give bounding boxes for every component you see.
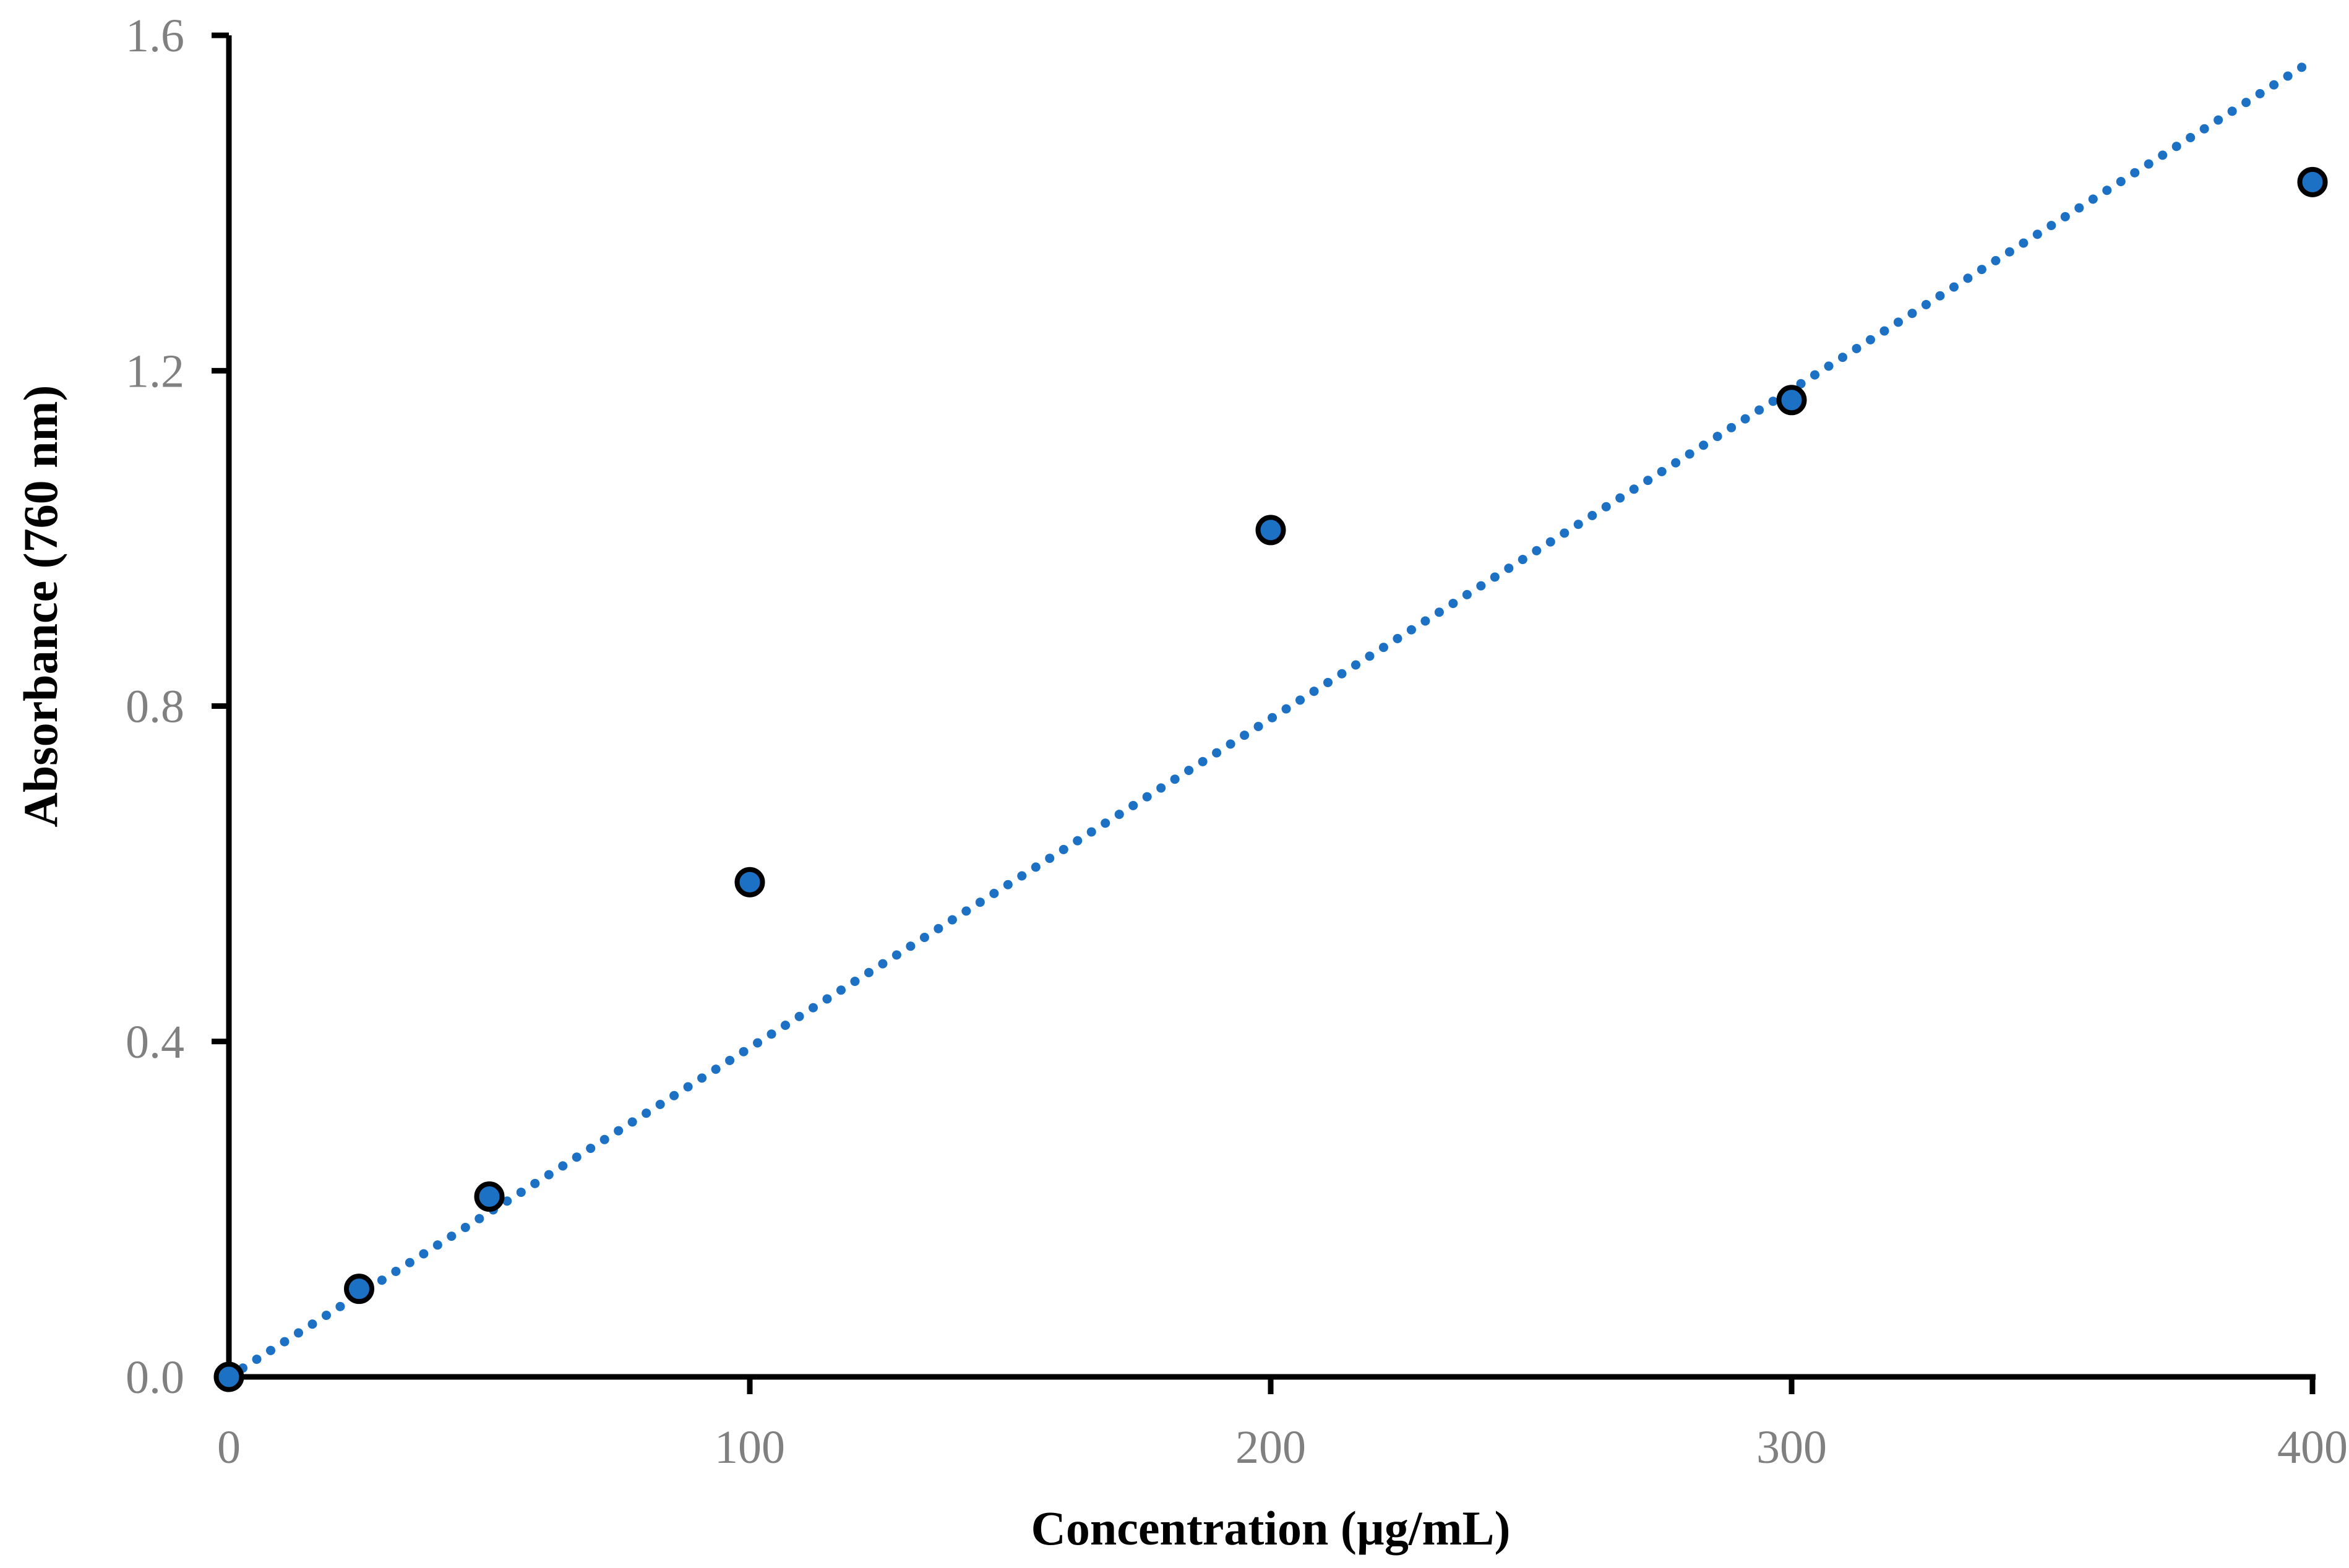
y-tick-label-0.0: 0.0 (126, 1352, 184, 1403)
y-tick-label-0.4: 0.4 (126, 1016, 184, 1068)
data-point-x200 (1255, 515, 1286, 546)
y-tick-label-1.2: 1.2 (126, 345, 184, 397)
trendline-group (224, 56, 2317, 1382)
trendline-dotted (224, 56, 2317, 1382)
x-axis-title: Concentration (µg/mL) (1031, 1501, 1510, 1555)
data-point-x400 (2297, 166, 2328, 197)
axes-group (226, 35, 2316, 1380)
data-point-x25 (344, 1274, 374, 1305)
tick-group (212, 32, 2316, 1394)
x-tick-label-400: 400 (2277, 1421, 2348, 1473)
y-tick-label-0.8: 0.8 (126, 681, 184, 733)
x-tick-label-200: 200 (1235, 1421, 1306, 1473)
data-point-x50 (474, 1181, 505, 1212)
data-point-x100 (734, 867, 765, 898)
x-tick-label-0: 0 (217, 1421, 241, 1473)
data-point-x0 (213, 1361, 244, 1392)
data-point-x300 (1776, 385, 1807, 416)
y-axis-title: Absorbance (760 nm) (14, 385, 67, 828)
tick-label-group: 0.0 0.4 0.8 1.2 1.6 0 100 200 300 400 (126, 10, 2348, 1473)
data-point-group (213, 166, 2328, 1392)
y-tick-label-1.6: 1.6 (126, 10, 184, 62)
x-tick-label-300: 300 (1756, 1421, 1827, 1473)
x-tick-label-100: 100 (715, 1421, 785, 1473)
